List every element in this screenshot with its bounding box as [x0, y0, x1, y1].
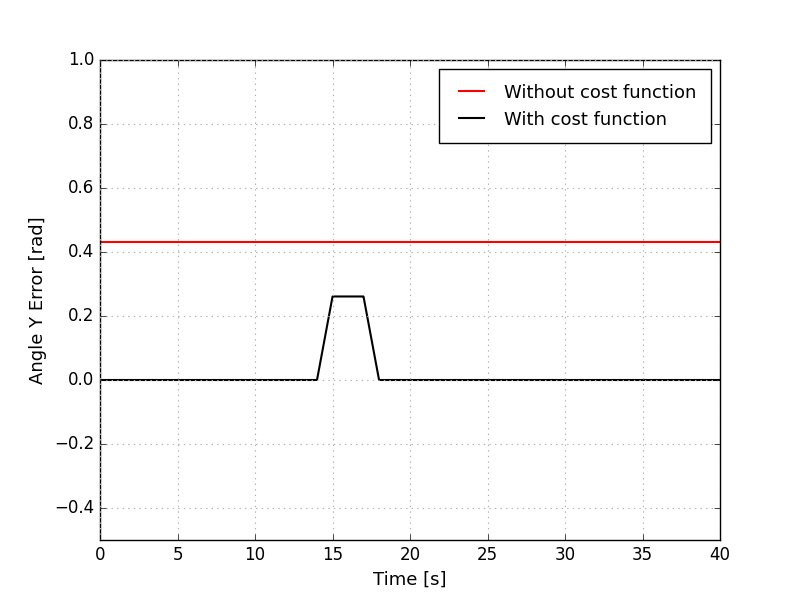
Y-axis label: Angle Y Error [rad]: Angle Y Error [rad]: [30, 216, 47, 384]
Legend: Without cost function, With cost function: Without cost function, With cost functio…: [439, 69, 711, 143]
With cost function: [356, 293, 366, 300]
Without cost function: [95, 238, 105, 245]
With cost function: [95, 376, 105, 383]
With cost function: [546, 376, 555, 383]
Without cost function: [110, 238, 120, 245]
With cost function: [715, 376, 725, 383]
With cost function: [696, 376, 706, 383]
With cost function: [361, 304, 370, 311]
X-axis label: Time [s]: Time [s]: [374, 571, 446, 589]
Line: With cost function: With cost function: [100, 296, 720, 380]
With cost function: [666, 376, 675, 383]
With cost function: [390, 376, 399, 383]
With cost function: [328, 293, 338, 300]
